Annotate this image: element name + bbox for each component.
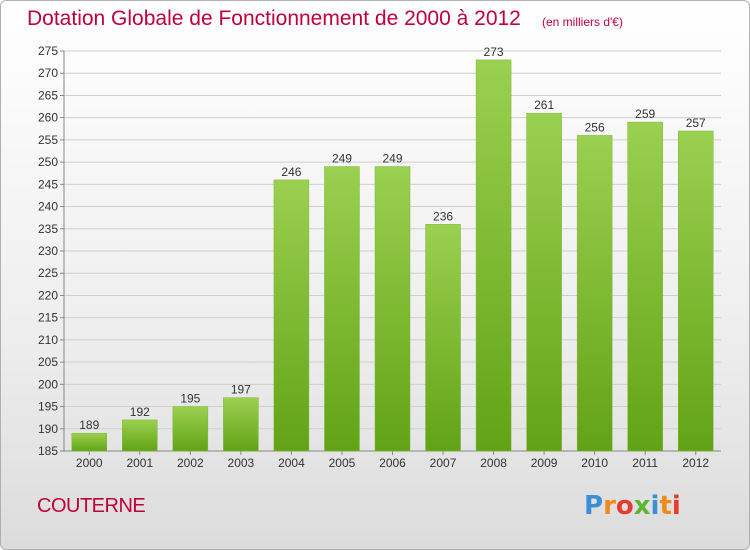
bar [576,135,613,452]
y-tick-label: 250 [38,155,58,169]
y-tick-label: 270 [38,66,58,80]
data-label: 195 [180,392,200,406]
bar [425,224,461,452]
x-tick-label: 2003 [228,456,255,470]
labels: 185 190 195 200 205 210 215 220 225 230 235 240 245 2… [38,44,709,470]
bar [122,419,158,452]
x-tick-label: 2002 [177,456,204,470]
bar [475,59,512,452]
y-tick-label: 215 [38,311,58,325]
logo-letter: o [615,491,634,521]
bar [374,166,411,452]
x-tick-label: 2008 [480,456,507,470]
data-label: 236 [433,209,453,223]
commune-name: COUTERNE [37,495,146,517]
y-tick-label: 265 [38,88,58,102]
data-label: 197 [231,383,251,397]
logo-letter: r [603,491,616,521]
data-label: 256 [585,120,605,134]
bar [627,121,663,452]
x-tick-label: 2010 [581,456,608,470]
bar [677,130,714,452]
data-label: 249 [382,152,402,166]
x-tick-label: 2004 [278,456,305,470]
chart-title: Dotation Globale de Fonctionnement de 20… [27,7,521,30]
logo-letter: i [671,491,681,521]
y-tick-label: 195 [38,400,58,414]
x-tick-label: 2000 [76,456,103,470]
logo-letter: P [584,491,604,521]
y-tick-label: 220 [38,288,58,302]
x-tick-label: 2005 [329,456,356,470]
bar [172,406,209,452]
y-tick-label: 205 [38,355,58,369]
data-label: 192 [130,405,150,419]
bar [526,112,562,452]
y-tick-label: 235 [38,222,58,236]
y-tick-label: 225 [38,266,58,280]
unit-label: (en milliers d'€) [542,15,623,29]
y-tick-label: 260 [38,111,58,125]
y-tick-label: 245 [38,177,58,191]
data-label: 259 [635,107,655,121]
logo-letter: i [650,491,660,521]
proxiti-logo[interactable]: Proxiti [584,491,681,521]
y-tick-label: 240 [38,200,58,214]
y-tick-label: 190 [38,422,58,436]
x-tick-label: 2009 [531,456,558,470]
data-label: 249 [332,152,352,166]
y-tick-label: 230 [38,244,58,258]
data-label: 261 [534,98,554,112]
logo-letter: t [659,491,672,521]
y-tick-label: 185 [38,444,58,458]
x-tick-label: 2006 [379,456,406,470]
data-label: 189 [79,418,99,432]
y-tick-label: 255 [38,133,58,147]
bar [223,397,259,452]
x-tick-label: 2001 [126,456,153,470]
x-tick-label: 2011 [632,456,658,470]
x-tick-label: 2012 [682,456,709,470]
y-tick-label: 210 [38,333,58,347]
data-label: 246 [281,165,301,179]
logo-letter: x [633,491,651,521]
bar [71,432,108,452]
data-label: 257 [686,116,706,130]
bar [273,179,310,452]
y-tick-label: 200 [38,377,58,391]
data-label: 273 [484,45,504,59]
x-tick-label: 2007 [430,456,457,470]
bar [324,166,360,452]
y-tick-label: 275 [38,44,58,58]
bars [71,59,714,452]
